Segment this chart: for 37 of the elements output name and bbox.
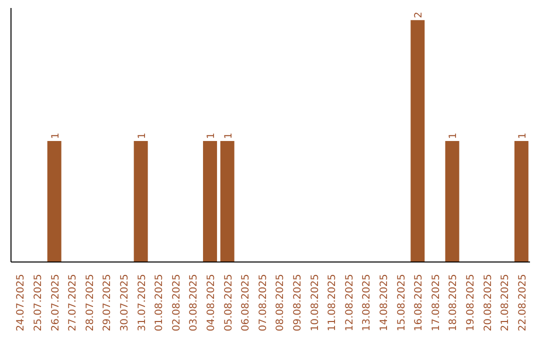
- x-tick-label: 27.07.2025: [68, 274, 79, 332]
- x-tick-label: 19.08.2025: [465, 274, 476, 332]
- x-tick-label: 24.07.2025: [16, 274, 27, 332]
- x-tick-label: 22.08.2025: [517, 274, 528, 332]
- data-label: 1: [448, 132, 460, 140]
- data-label: 1: [50, 132, 62, 140]
- x-tick-label: 17.08.2025: [430, 274, 442, 332]
- x-tick-label: 25.07.2025: [32, 274, 44, 332]
- x-tick-label: 04.08.2025: [206, 274, 217, 332]
- x-tick-label: 30.07.2025: [119, 274, 130, 332]
- x-tick-label: 10.08.2025: [310, 274, 321, 332]
- x-tick-label: 16.08.2025: [414, 274, 425, 332]
- x-tick-label: 08.08.2025: [275, 274, 286, 332]
- x-tick-label: 05.08.2025: [223, 274, 234, 332]
- x-tick-label: 07.08.2025: [258, 274, 269, 332]
- data-label: 1: [517, 132, 528, 140]
- x-tick-label: 11.08.2025: [327, 274, 338, 332]
- x-tick-label: 20.08.2025: [482, 274, 494, 332]
- x-tick-label: 02.08.2025: [171, 274, 182, 332]
- x-tick-label: 29.07.2025: [102, 274, 114, 332]
- x-tick-label: 15.08.2025: [396, 274, 408, 332]
- x-tick-label: 18.08.2025: [448, 274, 460, 332]
- x-tick-label: 13.08.2025: [362, 274, 373, 332]
- x-tick-label: 06.08.2025: [240, 274, 252, 332]
- x-tick-label: 01.08.2025: [154, 274, 166, 332]
- x-tick-label: 28.07.2025: [84, 274, 96, 332]
- x-tick-label: 14.08.2025: [378, 274, 390, 332]
- x-tick-label: 31.07.2025: [136, 274, 148, 332]
- x-tick-label: 26.07.2025: [50, 274, 62, 332]
- data-label: 1: [136, 132, 148, 140]
- x-tick-label: 21.08.2025: [500, 274, 512, 332]
- data-label: 1: [206, 132, 218, 140]
- data-label: 2: [414, 12, 425, 18]
- data-label: 1: [223, 132, 234, 140]
- x-tick-label: 03.08.2025: [188, 274, 200, 332]
- x-tick-label: 12.08.2025: [344, 274, 356, 332]
- x-tick-label: 09.08.2025: [292, 274, 304, 332]
